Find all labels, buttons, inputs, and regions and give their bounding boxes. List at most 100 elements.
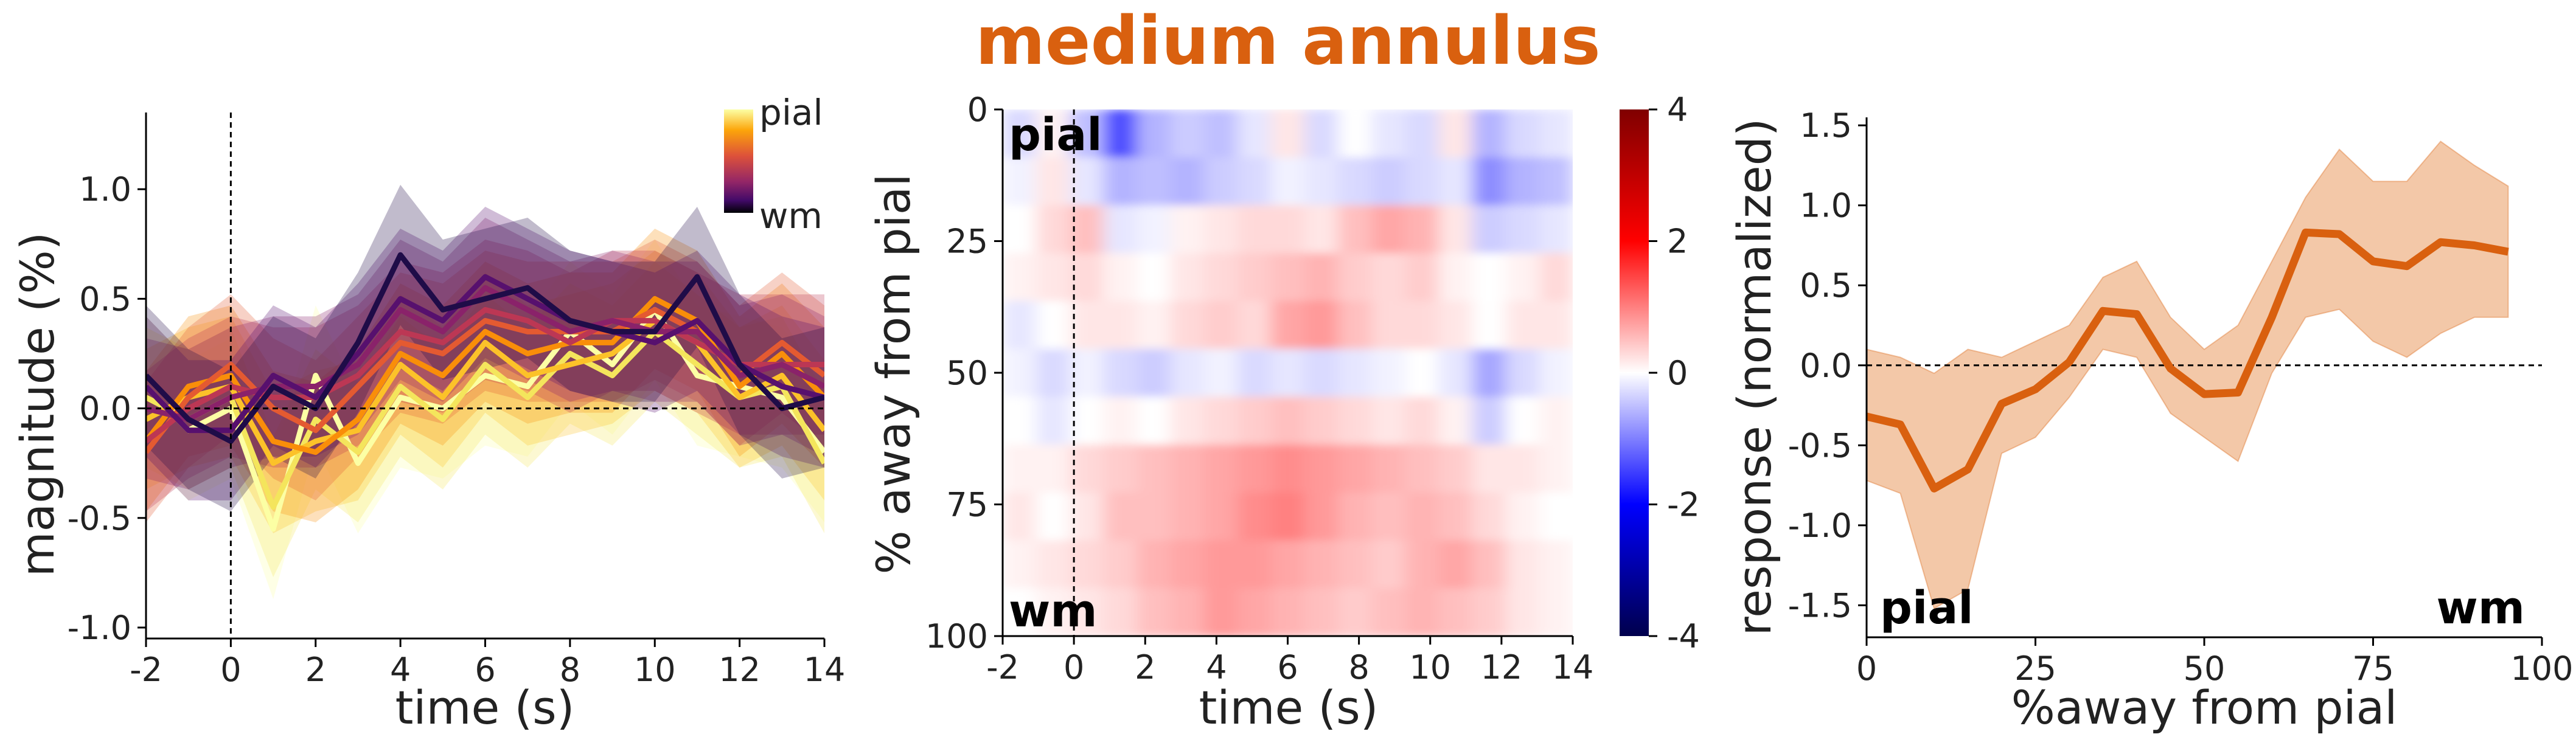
heatmap-cell [1203, 205, 1238, 254]
heatmap-cell [1304, 300, 1339, 350]
heatmap-cell [1036, 588, 1071, 636]
heatmap-cell [1438, 492, 1473, 541]
heatmap-cell [1036, 109, 1071, 158]
x-tick-label: -2 [986, 648, 1019, 687]
heatmap-cell [1304, 588, 1339, 636]
heatmap-cell [1438, 348, 1473, 398]
heatmap-cell [1505, 348, 1540, 398]
heatmap-cell [1371, 492, 1406, 541]
colorbar-tick-label: 4 [1667, 91, 1688, 129]
timecourse-plot-area [146, 112, 824, 639]
heatmap-cell [1137, 445, 1171, 493]
heatmap-cell [1036, 540, 1071, 589]
heatmap-cell [1438, 445, 1473, 493]
heatmap-cell [1338, 540, 1373, 589]
heatmap-cell [1405, 109, 1439, 158]
profile-line [1867, 228, 2509, 493]
heatmap-cell [1438, 540, 1473, 589]
x-tick-label: 12 [719, 651, 761, 689]
heatmap-cell [1070, 492, 1104, 541]
y-tick-label: 0 [967, 91, 988, 129]
heatmap-cell [1203, 157, 1238, 206]
heatmap-cell [1003, 157, 1037, 206]
heatmap-cell [1070, 445, 1104, 493]
heatmap-cell [1405, 540, 1439, 589]
heatmap-cell [1270, 109, 1305, 158]
x-tick-label: -2 [130, 651, 162, 689]
heatmap-cell [1137, 540, 1171, 589]
heatmap-cell [1338, 588, 1373, 636]
heatmap-cell [1338, 109, 1373, 158]
heatmap-cell [1137, 205, 1171, 254]
heatmap-cell [1438, 396, 1473, 446]
heatmap-cell [1438, 205, 1473, 254]
heatmap-cell [1237, 492, 1272, 541]
heatmap-cell [1539, 157, 1573, 206]
profile-y-label: response (normalized) [1727, 119, 1781, 636]
x-tick-label: 2 [1135, 648, 1155, 687]
heatmap-cell [1170, 396, 1205, 446]
heatmap-cell [1472, 492, 1506, 541]
heatmap-cell [1270, 588, 1305, 636]
heatmap-cells [1003, 109, 1573, 636]
x-tick-label: 6 [1277, 648, 1298, 687]
heatmap-cell [1304, 396, 1339, 446]
heatmap-cell [1438, 109, 1473, 158]
series-line-0 [146, 306, 824, 532]
heatmap-cell [1036, 157, 1071, 206]
heatmap-cell [1539, 588, 1573, 636]
heatmap-cell [1472, 157, 1506, 206]
x-tick-label: 8 [1348, 648, 1369, 687]
heatmap-cell [1070, 348, 1104, 398]
heatmap-pial-annotation: pial [1009, 109, 1102, 161]
heatmap-cell [1505, 540, 1540, 589]
x-tick-label: 6 [475, 651, 495, 689]
heatmap-cell [1237, 205, 1272, 254]
heatmap-cell [1036, 445, 1071, 493]
heatmap-cell [1405, 492, 1439, 541]
x-tick-label: 50 [2184, 649, 2226, 688]
heatmap-cell [1070, 109, 1104, 158]
series-line-2 [146, 317, 824, 466]
heatmap-cell [1036, 348, 1071, 398]
heatmap-cell [1170, 492, 1205, 541]
heatmap-cell [1203, 253, 1238, 302]
x-tick-label: 4 [1206, 648, 1227, 687]
heatmap-cell [1539, 109, 1573, 158]
heatmap-wm-annotation: wm [1009, 585, 1097, 637]
figure-title: medium annulus [975, 2, 1601, 80]
heatmap-cell [1539, 253, 1573, 302]
heatmap-cell [1237, 157, 1272, 206]
heatmap-cell [1003, 540, 1037, 589]
heatmap-cell [1203, 109, 1238, 158]
heatmap-cell [1270, 540, 1305, 589]
heatmap-cell [1405, 445, 1439, 493]
x-tick-label: 12 [1481, 648, 1523, 687]
y-tick-label: 25 [946, 223, 988, 261]
heatmap-cell [1371, 540, 1406, 589]
heatmap-cell [1539, 492, 1573, 541]
heatmap-cell [1070, 300, 1104, 350]
y-tick-label: 1.5 [1800, 106, 1852, 145]
heatmap-cell [1371, 445, 1406, 493]
y-tick-label: 0.5 [1800, 266, 1852, 305]
heatmap-cell [1003, 445, 1037, 493]
heatmap-cell [1137, 396, 1171, 446]
heatmap-cell [1237, 445, 1272, 493]
heatmap-cell [1505, 492, 1540, 541]
heatmap-cell [1270, 348, 1305, 398]
x-tick-label: 14 [1552, 648, 1594, 687]
heatmap-cell [1304, 540, 1339, 589]
heatmap-cell [1539, 540, 1573, 589]
heatmap-cell [1338, 492, 1373, 541]
heatmap-cell [1103, 157, 1138, 206]
x-tick-label: 0 [1063, 648, 1084, 687]
heatmap-cell [1237, 253, 1272, 302]
heatmap-cell [1237, 109, 1272, 158]
x-tick-label: 75 [2352, 649, 2394, 688]
profile-x-label: %away from pial [2011, 680, 2398, 735]
heatmap-cell [1405, 348, 1439, 398]
y-tick-label: 0.0 [79, 390, 131, 428]
y-tick-label: 75 [946, 486, 988, 524]
